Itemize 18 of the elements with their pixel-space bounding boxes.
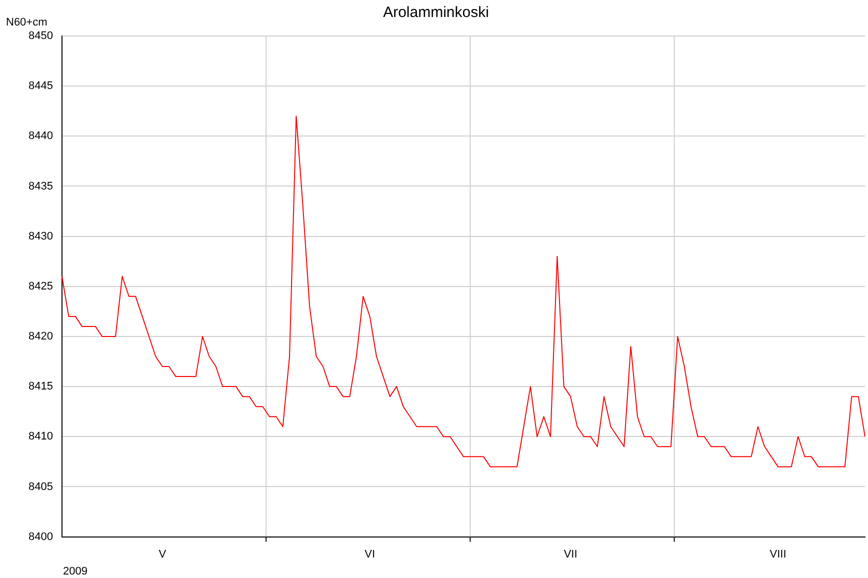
x-tick-label: VI bbox=[364, 548, 376, 560]
y-tick-label: 8410 bbox=[28, 430, 53, 443]
y-tick-label: 8415 bbox=[28, 380, 53, 393]
y-axis-title: N60+cm bbox=[6, 16, 48, 29]
y-tick-label: 8435 bbox=[28, 180, 53, 192]
y-tick-label: 8445 bbox=[28, 80, 53, 92]
x-tick-label: VIII bbox=[770, 548, 786, 560]
y-tick-label: 8405 bbox=[28, 480, 53, 493]
y-tick-label: 8430 bbox=[28, 230, 53, 242]
x-tick-label: V bbox=[158, 548, 167, 560]
x-tick-label: VII bbox=[564, 548, 578, 560]
text: 2009 bbox=[63, 566, 88, 578]
y-tick-label: 8425 bbox=[28, 280, 53, 292]
y-tick-label: 8450 bbox=[28, 30, 53, 42]
y-tick-label: 8420 bbox=[28, 330, 53, 343]
chart-title: Arolamminkoski bbox=[383, 4, 489, 22]
y-tick-label: 8440 bbox=[28, 130, 53, 142]
y-tick-label: 8400 bbox=[28, 530, 53, 543]
